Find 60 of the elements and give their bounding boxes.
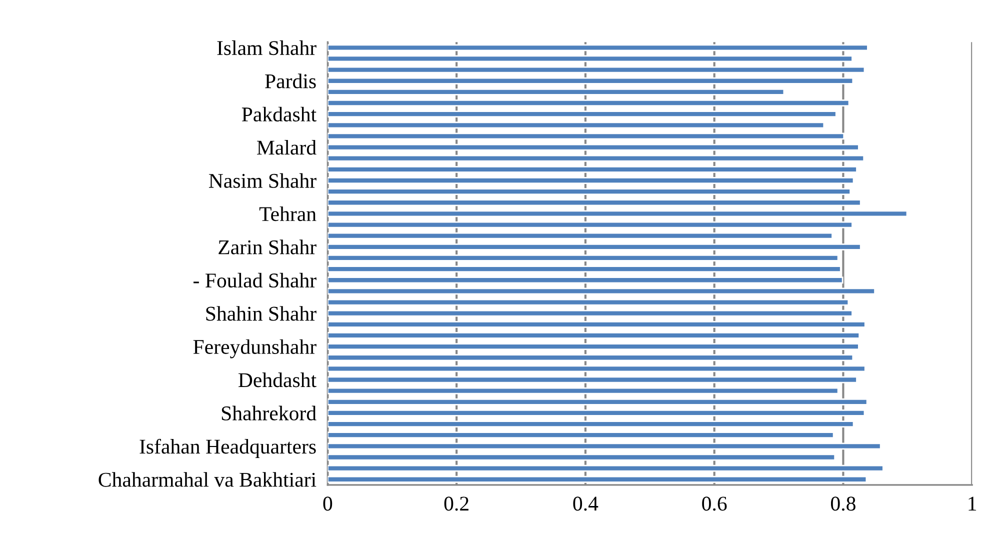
x-tick-label: 1 — [968, 496, 976, 510]
bar — [328, 310, 853, 317]
bar — [328, 476, 868, 483]
y-tick-label: Pardis — [265, 74, 316, 88]
bar — [328, 154, 865, 162]
bar — [328, 188, 851, 196]
bar — [328, 243, 862, 250]
bar — [328, 365, 866, 372]
bar — [328, 376, 858, 384]
x-tick-label: 0.8 — [830, 496, 856, 511]
bar — [328, 166, 858, 173]
y-tick-label: Tehran — [259, 206, 316, 222]
bar — [328, 44, 868, 52]
bar — [328, 66, 866, 74]
bar — [328, 410, 866, 416]
bar — [328, 221, 853, 228]
bar — [328, 320, 866, 328]
y-tick-label: Fereydunshahr — [193, 339, 316, 358]
bar — [328, 177, 854, 184]
bar — [328, 232, 833, 240]
y-tick-label: Shahin Shahr — [206, 306, 316, 321]
bar — [328, 387, 839, 394]
x-tick-label: 0.4 — [573, 496, 598, 511]
y-tick-label: - Foulad Shahr — [194, 272, 316, 288]
x-tick-label: 0 — [323, 496, 332, 511]
bar — [328, 354, 854, 362]
bar — [328, 298, 850, 306]
bar — [328, 454, 836, 461]
bar — [328, 343, 860, 350]
bar — [328, 266, 842, 273]
bar — [328, 442, 882, 450]
x-tick-label: 0.2 — [444, 496, 468, 511]
bar — [328, 288, 876, 295]
bar — [328, 77, 854, 84]
y-tick-label: Islam Shahr — [217, 40, 316, 56]
bar — [328, 276, 844, 284]
bar — [328, 100, 850, 106]
bar — [328, 55, 853, 62]
y-tick-label: Nasim Shahr — [208, 173, 316, 188]
bar — [328, 210, 908, 218]
x-tick-label: 0.6 — [702, 496, 727, 511]
bar — [328, 132, 845, 140]
bar — [328, 88, 785, 96]
y-tick-label: Pakdasht — [242, 106, 316, 122]
y-tick-label: Zarin Shahr — [218, 240, 316, 254]
y-tick-label: Shahrekord — [222, 406, 316, 420]
bar — [328, 398, 868, 406]
y-tick-label: Chaharmahal va Bakhtiari — [98, 472, 316, 487]
bar — [328, 420, 854, 428]
bar — [328, 199, 862, 206]
y-tick-label: Malard — [257, 140, 316, 155]
bar — [328, 464, 884, 472]
bar — [328, 332, 860, 339]
bar — [328, 144, 860, 151]
y-tick-label: Isfahan Headquarters — [140, 438, 316, 458]
y-tick-label: Dehdasht — [238, 372, 316, 388]
bar — [328, 254, 839, 262]
bar — [328, 122, 825, 129]
bar — [328, 110, 837, 118]
bar — [328, 432, 834, 439]
